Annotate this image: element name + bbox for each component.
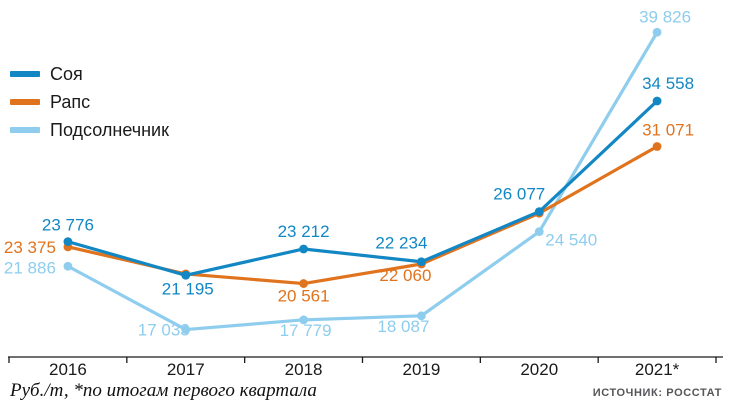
data-label: 21 886 <box>4 258 56 277</box>
data-point <box>63 237 73 247</box>
data-point <box>181 270 191 280</box>
axis-units-caption: Руб./т, *по итогам первого квартала <box>10 380 317 401</box>
data-point <box>652 27 662 37</box>
x-axis-label: 2017 <box>167 360 205 379</box>
series-line <box>66 144 659 286</box>
series-line <box>66 30 659 332</box>
data-label: 17 033 <box>138 321 190 340</box>
data-point <box>181 325 191 334</box>
x-axis-label: 2018 <box>285 360 323 379</box>
data-label: 18 087 <box>377 317 429 336</box>
data-label: 20 561 <box>278 287 330 306</box>
data-label: 34 558 <box>642 74 694 93</box>
data-label: 39 826 <box>639 7 691 26</box>
data-point <box>652 142 662 151</box>
chart-legend: Соя Рапс Подсолнечник <box>10 64 169 140</box>
legend-item: Подсолнечник <box>10 120 169 140</box>
data-point <box>299 315 308 325</box>
data-label: 23 212 <box>278 222 330 241</box>
data-point <box>417 257 426 267</box>
data-point <box>417 311 426 321</box>
data-point <box>63 261 73 271</box>
data-label: 26 077 <box>493 185 545 204</box>
legend-swatch <box>10 127 40 133</box>
x-axis-label: 2016 <box>49 360 87 379</box>
data-label: 24 540 <box>545 231 597 250</box>
source-credit: ИСТОЧНИК: РОССТАТ <box>592 387 722 399</box>
legend-item: Соя <box>10 64 169 84</box>
x-axis-label: 2020 <box>520 360 558 379</box>
data-point <box>299 279 308 288</box>
legend-swatch <box>10 99 40 105</box>
data-label: 31 071 <box>642 120 694 139</box>
data-label: 17 779 <box>280 321 332 340</box>
data-label: 22 234 <box>375 234 427 253</box>
data-point <box>534 207 544 217</box>
data-label: 23 776 <box>42 216 94 235</box>
legend-item: Рапс <box>10 92 169 112</box>
data-label: 23 375 <box>4 238 56 257</box>
legend-label: Соя <box>50 64 83 84</box>
legend-label: Рапс <box>50 92 91 112</box>
data-label: 21 195 <box>162 279 214 298</box>
data-label: 22 060 <box>379 266 431 285</box>
x-axis-label: 2019 <box>403 360 441 379</box>
series-line <box>66 99 659 277</box>
data-point <box>534 227 544 237</box>
data-point <box>652 96 662 106</box>
legend-swatch <box>10 71 40 77</box>
data-point <box>299 244 308 254</box>
legend-label: Подсолнечник <box>50 120 169 140</box>
x-axis-label: 2021* <box>635 360 680 379</box>
